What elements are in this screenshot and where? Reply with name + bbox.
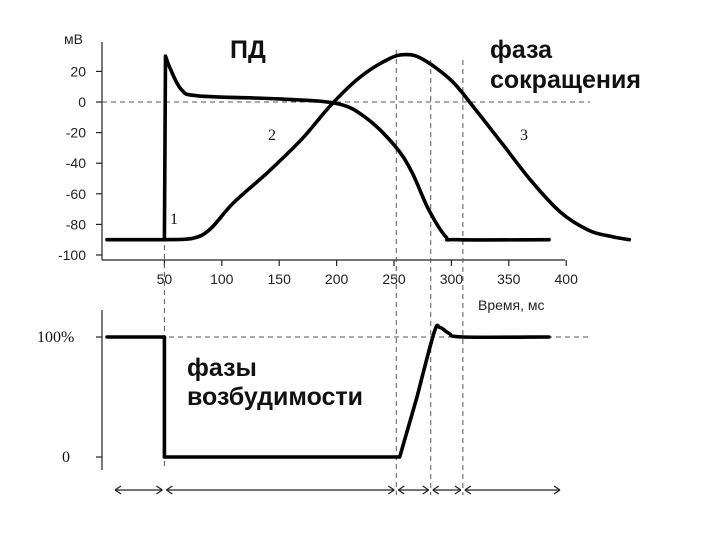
top-x-tick-label: 50 <box>157 271 173 287</box>
excitability-curve <box>105 323 551 459</box>
top-y-tick-label: 0 <box>78 94 86 110</box>
top-y-tick-label: -80 <box>66 216 86 232</box>
top-y-tick-label: -40 <box>66 155 86 171</box>
arrow-head <box>156 485 163 495</box>
action-potential-curve <box>105 54 551 242</box>
contraction-title-line2: сокращения <box>490 66 641 94</box>
top-x-tick-label: 400 <box>555 271 579 287</box>
arrow-head <box>432 485 440 495</box>
top-x-tick-label: 250 <box>382 271 406 287</box>
ap-title: ПД <box>230 36 266 64</box>
top-x-tick-label: 200 <box>325 271 349 287</box>
top-y-ticks: 20 0 -20 -40 -60 -80 -100 <box>58 63 102 263</box>
arrow-head <box>397 485 405 495</box>
arrow-head <box>464 485 472 495</box>
phase-duration-arrows <box>114 485 561 495</box>
curve-label-3: 3 <box>520 127 528 144</box>
bottom-y-label-0: 0 <box>62 449 70 466</box>
curve-label-2: 2 <box>268 127 276 144</box>
top-y-tick-label: -20 <box>66 125 86 141</box>
top-y-tick-label: -60 <box>66 186 86 202</box>
arrow-head <box>166 485 173 495</box>
top-x-tick-label: 150 <box>268 271 292 287</box>
top-x-ticks: 50 100 150 200 250 300 350 400 <box>157 260 578 287</box>
arrow-head <box>422 485 430 495</box>
contraction-curve <box>162 52 632 242</box>
curve-label-1: 1 <box>170 211 178 228</box>
arrow-head <box>553 485 561 495</box>
arrow-head <box>454 485 462 495</box>
contraction-title-line1: фаза <box>490 36 553 64</box>
arrow-head <box>387 485 395 495</box>
top-y-tick-label: -100 <box>58 247 86 263</box>
excitability-title-line1: фазы <box>187 354 257 382</box>
top-y-tick-label: 20 <box>70 63 86 79</box>
bottom-panel: 100% 0 фазы возбудимости <box>37 310 590 495</box>
top-x-tick-label: 350 <box>497 271 521 287</box>
top-x-tick-label: 100 <box>210 271 234 287</box>
arrow-head <box>114 485 122 495</box>
top-x-tick-label: 300 <box>440 271 464 287</box>
x-axis-label: Время, мс <box>478 297 545 313</box>
excitability-title-line2: возбудимости <box>187 383 363 411</box>
bottom-y-label-100: 100% <box>37 329 74 346</box>
y-unit-label: мВ <box>64 31 83 47</box>
top-panel: 200-20-40-60-80-100 50 100 150 200 250 300 350… <box>58 31 641 495</box>
